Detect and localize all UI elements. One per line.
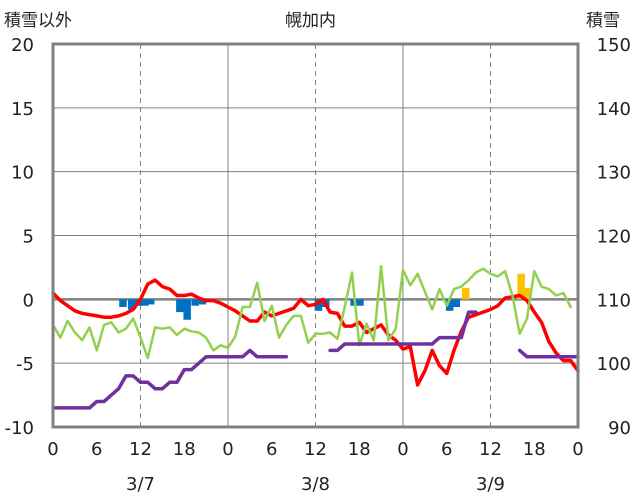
- precip-bar: [445, 299, 454, 311]
- series-line: [51, 348, 289, 410]
- x-tick-label: 12: [479, 439, 502, 460]
- x-tick-label: 6: [91, 439, 102, 460]
- precip-bar: [356, 299, 364, 306]
- series-line: [51, 264, 572, 360]
- series-line: [51, 278, 580, 387]
- left-axis-title: 積雪以外: [4, 11, 72, 31]
- left-tick-label: 5: [23, 227, 34, 248]
- precip-bar: [176, 299, 184, 313]
- x-tick-label: 0: [572, 439, 583, 460]
- precip-bar: [522, 287, 530, 300]
- precip-bars: [119, 273, 530, 320]
- precip-bar: [183, 299, 191, 320]
- gridlines: [53, 44, 578, 427]
- right-tick-label: 150: [597, 35, 631, 56]
- right-tick-label: 140: [597, 99, 631, 120]
- right-tick-label: 120: [597, 227, 631, 248]
- right-axis-title: 積雪: [586, 11, 620, 31]
- left-tick-label: 15: [11, 99, 34, 120]
- x-tick-label: 12: [304, 439, 327, 460]
- date-label: 3/7: [126, 474, 155, 495]
- right-tick-label: 130: [597, 163, 631, 184]
- x-tick-label: 12: [129, 439, 152, 460]
- left-tick-label: 0: [23, 290, 34, 311]
- plot-frame: [51, 42, 580, 429]
- series-line: [517, 348, 580, 359]
- precip-bar: [119, 299, 127, 307]
- right-tick-label: 100: [597, 354, 631, 375]
- x-tick-label: 18: [173, 439, 196, 460]
- date-label: 3/8: [301, 474, 330, 495]
- x-tick-label: 18: [523, 439, 546, 460]
- left-tick-label: -5: [16, 354, 34, 375]
- left-tick-label: 10: [11, 163, 34, 184]
- precip-bar: [452, 299, 460, 307]
- series-line: [328, 310, 478, 353]
- x-tick-label: 0: [397, 439, 408, 460]
- x-tick-label: 0: [222, 439, 233, 460]
- precip-bar: [141, 299, 149, 306]
- precip-bar: [517, 273, 525, 300]
- precip-bar: [146, 299, 155, 305]
- x-tick-label: 6: [441, 439, 452, 460]
- right-tick-label: 110: [597, 290, 631, 311]
- chart-title: 幌加内: [285, 11, 336, 31]
- x-tick-label: 0: [47, 439, 58, 460]
- precip-bar: [128, 299, 136, 310]
- right-tick-label: 90: [608, 418, 631, 439]
- x-tick-label: 18: [348, 439, 371, 460]
- data-lines: [51, 264, 580, 410]
- date-label: 3/9: [476, 474, 505, 495]
- precip-bar: [198, 299, 207, 305]
- precip-bar: [314, 299, 323, 311]
- left-tick-label: 20: [11, 35, 34, 56]
- precip-bar: [461, 287, 470, 300]
- x-tick-label: 6: [266, 439, 277, 460]
- precip-bar: [191, 299, 199, 306]
- left-tick-label: -10: [5, 418, 34, 439]
